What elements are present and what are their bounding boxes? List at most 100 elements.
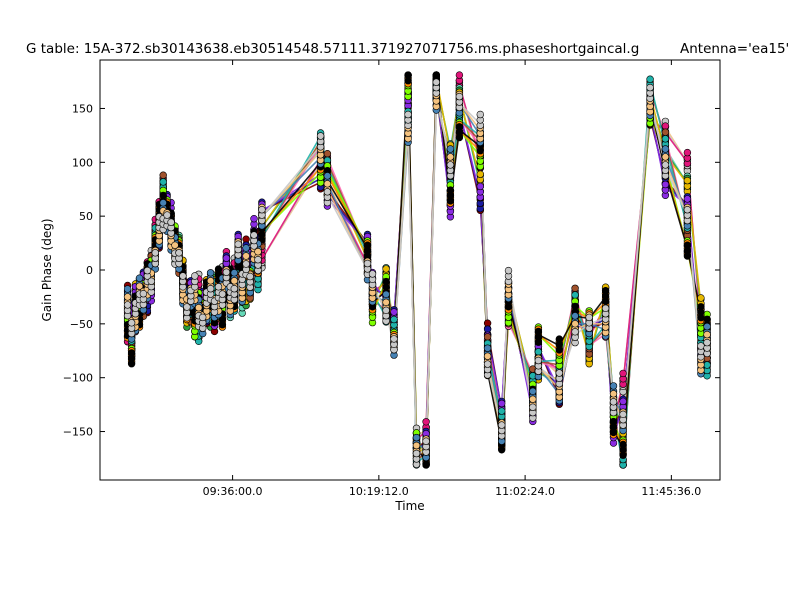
- data-point: [382, 277, 390, 286]
- data-point: [661, 128, 670, 136]
- data-point: [412, 433, 421, 442]
- data-point: [476, 110, 484, 119]
- data-point: [147, 277, 156, 285]
- data-point: [316, 132, 325, 140]
- data-point: [214, 265, 223, 273]
- data-point: [191, 272, 199, 280]
- data-point: [446, 145, 455, 153]
- data-point: [571, 302, 579, 311]
- data-point: [455, 92, 464, 101]
- x-axis: 09:36:00.0 10:19:12.0 11:02:24.0 11:45:36.0: [203, 60, 701, 498]
- data-point: [368, 270, 377, 278]
- data-point: [323, 172, 332, 180]
- data-point: [703, 322, 711, 331]
- data-point: [250, 215, 258, 223]
- data-point: [534, 356, 543, 365]
- data-point: [529, 403, 537, 411]
- data-point: [432, 78, 440, 86]
- data-point: [697, 342, 705, 350]
- data-point: [661, 161, 670, 169]
- y-tick-label: 0: [86, 264, 93, 277]
- data-point: [206, 269, 215, 277]
- data-point: [123, 293, 132, 301]
- data-point: [206, 285, 215, 293]
- data-point: [195, 304, 203, 312]
- plot-area: [99, 59, 721, 481]
- data-point: [697, 294, 705, 302]
- data-point: [555, 369, 563, 377]
- antenna-label: Antenna='ea15': [680, 41, 789, 57]
- data-point: [609, 382, 618, 390]
- data-point: [683, 241, 692, 249]
- data-point: [697, 303, 705, 311]
- data-point: [139, 290, 148, 298]
- data-point: [683, 195, 692, 203]
- data-point: [601, 304, 610, 312]
- x-tick-label: 09:36:00.0: [203, 485, 263, 498]
- data-point: [159, 191, 167, 200]
- data-point: [199, 313, 207, 322]
- data-point: [619, 410, 627, 418]
- y-tick-label: −150: [63, 426, 93, 439]
- chart-title: G table: 15A-372.sb30143638.eb30514548.5…: [26, 41, 639, 57]
- data-point: [534, 348, 543, 356]
- data-point: [504, 266, 513, 275]
- data-point: [123, 301, 132, 309]
- data-point: [382, 306, 390, 314]
- data-point: [571, 320, 579, 328]
- data-point: [127, 319, 136, 327]
- data-point: [382, 290, 390, 298]
- data-point: [323, 150, 332, 158]
- y-tick-label: −50: [70, 318, 93, 331]
- data-point: [703, 361, 711, 369]
- data-point: [323, 188, 332, 196]
- data-point: [529, 387, 537, 395]
- data-point: [683, 148, 692, 157]
- data-point: [230, 277, 239, 285]
- data-point: [661, 135, 670, 143]
- data-point: [483, 352, 492, 360]
- series-layer: [123, 71, 711, 469]
- data-point: [323, 180, 332, 188]
- data-point: [230, 285, 239, 293]
- data-point: [151, 249, 160, 257]
- data-point: [609, 398, 618, 406]
- data-point: [446, 161, 455, 169]
- data-point: [585, 313, 593, 322]
- data-point: [483, 360, 492, 368]
- data-point: [534, 327, 543, 336]
- data-point: [135, 282, 144, 290]
- data-point: [222, 254, 231, 262]
- data-point: [222, 268, 231, 276]
- data-point: [476, 182, 484, 191]
- data-point: [254, 256, 262, 264]
- data-point: [498, 399, 506, 408]
- data-point: [412, 441, 421, 450]
- y-tick-label: 100: [72, 156, 93, 169]
- data-point: [179, 272, 187, 280]
- data-point: [159, 171, 167, 179]
- data-point: [218, 290, 227, 298]
- data-point: [390, 315, 398, 324]
- data-point: [167, 218, 175, 226]
- data-point: [412, 449, 421, 458]
- data-point: [214, 283, 223, 291]
- data-point: [661, 122, 670, 130]
- data-point: [609, 390, 618, 398]
- data-point: [159, 178, 167, 186]
- data-point: [404, 110, 412, 119]
- data-point: [246, 272, 254, 281]
- data-point: [703, 330, 711, 339]
- data-point: [609, 417, 618, 426]
- data-point: [390, 308, 398, 316]
- data-point: [123, 285, 132, 293]
- data-point: [404, 71, 412, 79]
- data-point: [258, 206, 266, 214]
- data-point: [242, 260, 250, 268]
- data-point: [661, 145, 670, 153]
- data-point: [555, 335, 563, 343]
- data-point: [498, 407, 506, 415]
- data-point: [135, 274, 144, 282]
- data-point: [422, 418, 430, 426]
